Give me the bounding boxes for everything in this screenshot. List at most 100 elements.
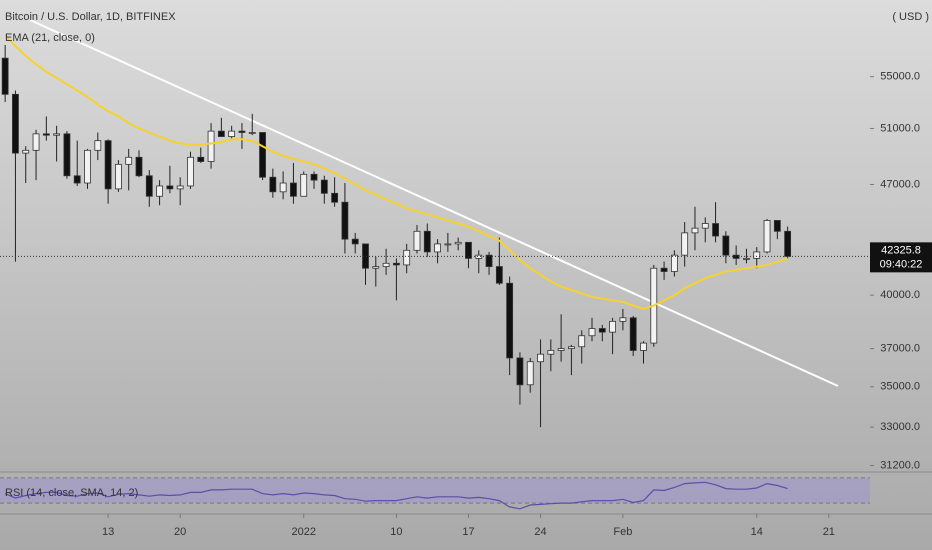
candle-body bbox=[578, 335, 586, 348]
candle-body bbox=[145, 175, 153, 197]
x-tick-label: 10 bbox=[390, 526, 402, 538]
rsi-band bbox=[0, 477, 870, 504]
ema-line bbox=[4, 34, 788, 311]
candle-body bbox=[32, 133, 40, 151]
candle-body bbox=[115, 163, 122, 190]
candle-body bbox=[1, 57, 9, 95]
x-tick-label: 21 bbox=[823, 526, 835, 538]
candle-body bbox=[701, 223, 709, 229]
axes: 31200.0 33000.0 35000.0 37000.0 40000.0 47000… bbox=[102, 71, 932, 538]
candle-body bbox=[640, 342, 647, 351]
currency-label: ( USD ) bbox=[892, 11, 929, 23]
candle-body bbox=[434, 243, 441, 253]
candle-body bbox=[351, 238, 359, 245]
candle-body bbox=[84, 149, 91, 184]
candle-body bbox=[691, 227, 699, 234]
candle-body bbox=[465, 241, 472, 259]
candle-body bbox=[94, 140, 102, 151]
rsi-pane bbox=[0, 477, 870, 510]
candle-body bbox=[506, 282, 514, 359]
candle-body bbox=[712, 223, 719, 237]
last-price-label: 42325.8 bbox=[881, 244, 921, 256]
candle-body bbox=[248, 132, 256, 134]
candle-body bbox=[609, 320, 617, 333]
ema-legend: EMA (21, close, 0) bbox=[5, 32, 95, 44]
candle-body bbox=[485, 254, 493, 267]
candle-body bbox=[259, 132, 266, 178]
candle-body bbox=[423, 230, 431, 253]
x-tick-label: 20 bbox=[174, 526, 186, 538]
trend-line bbox=[29, 19, 839, 387]
candle-body bbox=[475, 254, 483, 259]
candle-body bbox=[279, 182, 287, 193]
candle-body bbox=[629, 317, 637, 351]
candle-body bbox=[547, 350, 555, 355]
candle-body bbox=[619, 317, 627, 322]
candle-body bbox=[320, 179, 328, 194]
candle-body bbox=[12, 93, 19, 154]
candle-body bbox=[228, 130, 236, 137]
candle-body bbox=[557, 348, 565, 351]
y-tick-label: 47000.0 bbox=[880, 178, 920, 190]
candle-body bbox=[197, 156, 205, 162]
candle-body bbox=[310, 173, 318, 181]
countdown-label: 09:40:22 bbox=[880, 258, 923, 270]
y-tick-label: 35000.0 bbox=[880, 381, 920, 393]
candle-body bbox=[125, 156, 133, 165]
candle-body bbox=[290, 182, 297, 197]
candle-body bbox=[217, 130, 225, 137]
candle-body bbox=[568, 346, 575, 350]
candle-body bbox=[73, 175, 81, 184]
candle-body bbox=[372, 266, 380, 269]
candle-body bbox=[516, 357, 524, 386]
candle-body bbox=[176, 185, 184, 190]
candle-body bbox=[382, 262, 390, 267]
candle-body bbox=[392, 262, 400, 266]
candle-body bbox=[187, 156, 194, 187]
candle-body bbox=[104, 140, 112, 190]
rsi-legend: RSI (14, close, SMA, 14, 2) bbox=[5, 487, 138, 499]
x-tick-label: 17 bbox=[462, 526, 474, 538]
x-tick-label: 24 bbox=[534, 526, 546, 538]
candle-body bbox=[681, 232, 689, 256]
candle-body bbox=[732, 254, 740, 259]
candle-body bbox=[784, 230, 792, 257]
x-tick-label: 14 bbox=[751, 526, 763, 538]
y-tick-label: 31200.0 bbox=[880, 459, 920, 471]
x-tick-label: 2022 bbox=[291, 526, 315, 538]
candle-body bbox=[763, 220, 771, 253]
x-tick-label: 13 bbox=[102, 526, 114, 538]
candle-body bbox=[331, 192, 339, 203]
chart-title: Bitcoin / U.S. Dollar, 1D, BITFINEX bbox=[5, 11, 176, 23]
candle-body bbox=[670, 254, 678, 272]
candle-body bbox=[537, 353, 544, 363]
y-tick-label: 51000.0 bbox=[880, 122, 920, 134]
candle-body bbox=[598, 328, 606, 333]
candle-body bbox=[63, 133, 71, 177]
rsi-line bbox=[4, 481, 788, 510]
candle-body bbox=[444, 243, 452, 246]
candle-body bbox=[53, 133, 61, 136]
y-tick-label: 55000.0 bbox=[880, 71, 920, 83]
y-tick-label: 37000.0 bbox=[880, 343, 920, 355]
candle-body bbox=[166, 185, 174, 190]
y-tick-label: 33000.0 bbox=[880, 421, 920, 433]
candle-body bbox=[526, 361, 534, 386]
candle-body bbox=[722, 235, 730, 256]
candle-body bbox=[403, 249, 411, 266]
candle-body bbox=[238, 130, 246, 133]
candle-body bbox=[413, 230, 421, 251]
candle-body bbox=[42, 133, 50, 136]
candle-body bbox=[743, 257, 750, 260]
candle-body bbox=[22, 149, 30, 154]
candle-body bbox=[300, 173, 308, 197]
candle-body bbox=[495, 266, 503, 284]
price-pane bbox=[0, 19, 870, 428]
candle-body bbox=[362, 243, 369, 269]
candle-body bbox=[454, 241, 462, 245]
candle-body bbox=[341, 201, 349, 240]
candle-body bbox=[135, 156, 143, 177]
candle-body bbox=[753, 251, 761, 259]
